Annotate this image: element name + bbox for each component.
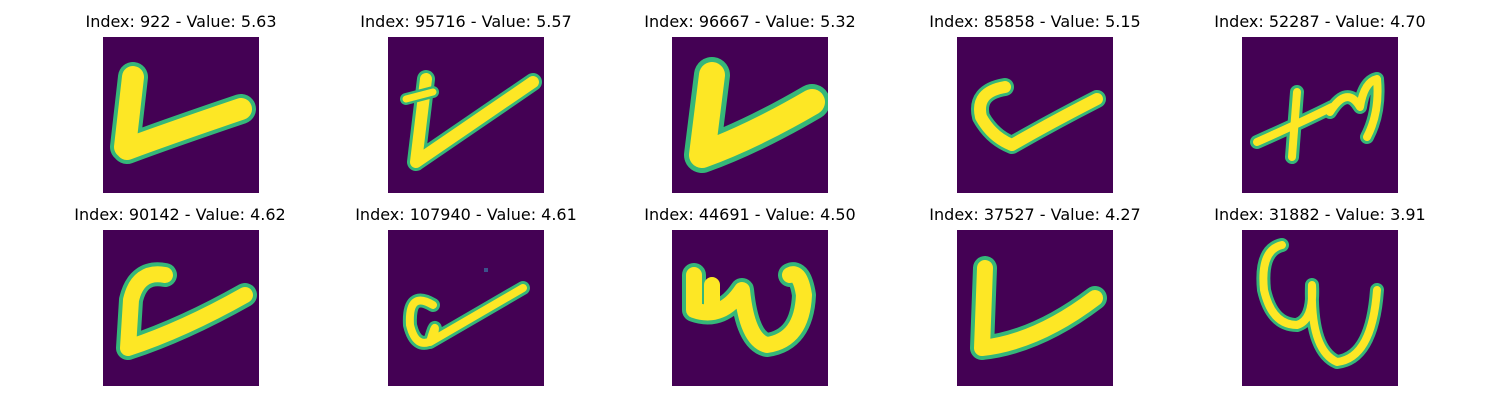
digit-image-canvas xyxy=(388,230,544,386)
digit-image xyxy=(388,37,544,193)
panel-title: Index: 95716 - Value: 5.57 xyxy=(360,12,572,31)
digit-image xyxy=(1242,230,1398,386)
panel-title: Index: 107940 - Value: 4.61 xyxy=(355,205,577,224)
digit-image xyxy=(103,37,259,193)
digit-image-canvas xyxy=(957,37,1113,193)
digit-image xyxy=(103,230,259,386)
panel-title: Index: 37527 - Value: 4.27 xyxy=(929,205,1141,224)
panel-title: Index: 52287 - Value: 4.70 xyxy=(1214,12,1426,31)
digit-image xyxy=(957,230,1113,386)
panel-title: Index: 90142 - Value: 4.62 xyxy=(74,205,286,224)
digit-image xyxy=(957,37,1113,193)
digit-image-canvas xyxy=(103,37,259,193)
panel-title: Index: 922 - Value: 5.63 xyxy=(85,12,277,31)
panel-title: Index: 31882 - Value: 3.91 xyxy=(1214,205,1426,224)
digit-image-canvas xyxy=(957,230,1113,386)
panel-title: Index: 85858 - Value: 5.15 xyxy=(929,12,1141,31)
digit-image xyxy=(672,37,828,193)
digit-image xyxy=(388,230,544,386)
digit-image-canvas xyxy=(1242,230,1398,386)
digit-image-canvas xyxy=(103,230,259,386)
panel-title: Index: 44691 - Value: 4.50 xyxy=(644,205,856,224)
digit-image-canvas xyxy=(388,37,544,193)
panel-title: Index: 96667 - Value: 5.32 xyxy=(644,12,856,31)
digit-image-canvas xyxy=(672,37,828,193)
digit-image xyxy=(672,230,828,386)
digit-image-canvas xyxy=(672,230,828,386)
digit-image xyxy=(1242,37,1398,193)
digit-image-canvas xyxy=(1242,37,1398,193)
